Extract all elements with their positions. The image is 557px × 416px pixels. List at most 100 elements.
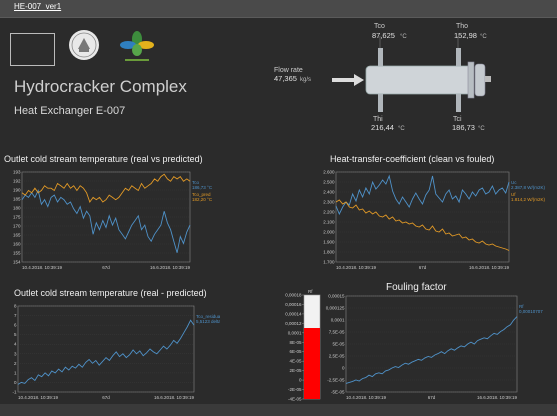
gauge-label: Rf [308, 289, 313, 294]
legend-value-uc: 2.387,8 W/(m2K) [511, 185, 546, 190]
gauge-tick-label: 0,00016 [285, 302, 302, 307]
gauge-tick-label: 0,00012 [285, 321, 302, 326]
x-tick-label: 16.6.2018. 10:39:19 [477, 395, 518, 400]
y-tick-label: 192 [13, 179, 21, 184]
chart1-title: Outlet cold stream temperature (real vs … [4, 154, 203, 164]
nozzle-tco [378, 48, 383, 66]
nozzle-thi [378, 94, 383, 112]
tco-value: 87,625 [372, 31, 395, 40]
tco-unit: °C [400, 34, 407, 40]
y-tick-label: 0 [14, 380, 17, 385]
x-tick-label: 67d [102, 265, 110, 270]
legend-name-uc: Uc [511, 180, 517, 185]
flower-logo-icon [120, 31, 154, 61]
gauge-fill [304, 328, 320, 399]
y-tick-label: 170 [13, 224, 21, 229]
university-seal-icon [69, 30, 99, 60]
y-tick-label: 6 [14, 323, 17, 328]
y-tick-label: 1 [14, 370, 17, 375]
chart-htc-clean-vs-fouled: 2.600 2.500 2.400 2.300 2.200 2.100 2.000 1.900… [323, 170, 546, 271]
page-subtitle: Heat Exchanger E-007 [14, 105, 126, 117]
y-tick-label: 7 [14, 313, 17, 318]
legend-value-tco_residual: 5,5123 delta °C [196, 319, 220, 324]
y-tick-label: -1 [12, 390, 16, 395]
legend-name-tco_residual: Tco_residual [196, 314, 220, 319]
tci-label: Tci [453, 116, 462, 123]
y-tick-label: 0,00015 [328, 294, 345, 299]
gauge-tick-label: 0,00018 [285, 293, 302, 298]
series-line-tco_pred [21, 173, 191, 203]
series-line-uc [335, 174, 510, 216]
y-tick-label: 2.200 [323, 210, 335, 215]
y-tick-label: 160 [13, 242, 21, 247]
y-tick-label: 8 [14, 304, 17, 309]
y-tick-label: -2,5E-05 [327, 378, 345, 383]
tci-unit: °C [478, 126, 485, 132]
tho-value: 152,98 [454, 31, 477, 40]
y-tick-label: 7,5E-05 [329, 330, 345, 335]
gauge-tick-label: 0,00014 [285, 311, 302, 316]
x-tick-label: 10.4.2018. 10:39:19 [336, 265, 377, 270]
y-tick-label: 2.000 [323, 230, 335, 235]
chart-temp-residual: 8 7 6 5 4 3 2 1 0 -110.4.2018. 10:39:19 67d 16.6.20… [12, 304, 220, 401]
gauge-tick-label: 6E-05 [289, 349, 302, 354]
y-tick-label: 0 [342, 366, 345, 371]
series-line-rf [345, 316, 518, 384]
tho-unit: °C [480, 34, 487, 40]
series-line-tco [21, 189, 191, 253]
y-tick-label: 155 [13, 251, 21, 256]
legend-name-uf: Uf [511, 192, 516, 197]
thi-unit: °C [398, 126, 405, 132]
fouling-gauge: Rf 0,00018 0,00016 0,00014 0,00012 0,0001 8E-0… [285, 289, 321, 402]
x-tick-label: 67d [419, 265, 427, 270]
x-tick-label: 16.6.2018. 10:39:19 [150, 265, 191, 270]
top-bar: HE-007_ver1 [0, 0, 557, 18]
flow-rate-label: Flow rate [274, 67, 303, 74]
series-line-tco_residual [17, 319, 195, 385]
series-line-uf [335, 199, 510, 251]
plot-frame [335, 171, 510, 263]
x-tick-label: 10.4.2018. 10:39:19 [346, 395, 387, 400]
page-title: Hydrocracker Complex [14, 77, 187, 96]
nozzle-tho [456, 48, 461, 66]
gauge-tick-label: 0 [299, 378, 302, 383]
chart4-title: Fouling factor [386, 282, 447, 293]
y-tick-label: 193 [13, 170, 21, 175]
legend-value-rf: 0,00010707 [519, 309, 543, 314]
y-tick-label: 5 [14, 332, 17, 337]
gauge-tick-label: -2E-05 [288, 387, 302, 392]
tab-he007[interactable]: HE-007_ver1 [14, 2, 62, 11]
gauge-tick-label: -4E-05 [288, 397, 302, 402]
y-tick-label: 2.100 [323, 220, 335, 225]
legend-value-tco_pred: 182,20 °C [192, 197, 213, 202]
x-tick-label: 16.6.2018. 10:39:19 [154, 395, 195, 400]
tco-label: Tco [374, 23, 385, 30]
y-tick-label: 2 [14, 361, 17, 366]
y-tick-label: 4 [14, 342, 17, 347]
y-tick-label: 185 [13, 197, 21, 202]
gauge-tick-label: 2E-05 [289, 368, 302, 373]
x-tick-label: 10.4.2018. 10:39:19 [22, 265, 63, 270]
y-tick-label: 5E-05 [332, 342, 345, 347]
nozzle-tci [456, 94, 461, 112]
legend-value-uf: 1.814,2 W/(m2K) [511, 197, 546, 202]
y-tick-label: 2.300 [323, 200, 335, 205]
empty-logo-box [10, 33, 55, 66]
flow-arrow-icon [332, 74, 364, 86]
legend-name-tco_pred: Tco_pred [192, 192, 211, 197]
y-tick-label: 1.700 [323, 260, 335, 265]
y-tick-label: 1.800 [323, 250, 335, 255]
chart3-title: Outlet cold stream temperature (real - p… [14, 288, 207, 298]
y-tick-label: 1.900 [323, 240, 335, 245]
y-tick-label: 165 [13, 233, 21, 238]
y-tick-label: -5E-05 [331, 390, 345, 395]
y-tick-label: 175 [13, 215, 21, 220]
plot-frame [345, 295, 518, 393]
x-tick-label: 67d [428, 395, 436, 400]
y-tick-label: 180 [13, 206, 21, 211]
bottom-bar [0, 404, 557, 416]
y-tick-label: 2.500 [323, 180, 335, 185]
x-tick-label: 10.4.2018. 10:39:19 [18, 395, 59, 400]
x-tick-label: 67d [102, 395, 110, 400]
x-tick-label: 16.6.2018. 10:39:19 [469, 265, 510, 270]
